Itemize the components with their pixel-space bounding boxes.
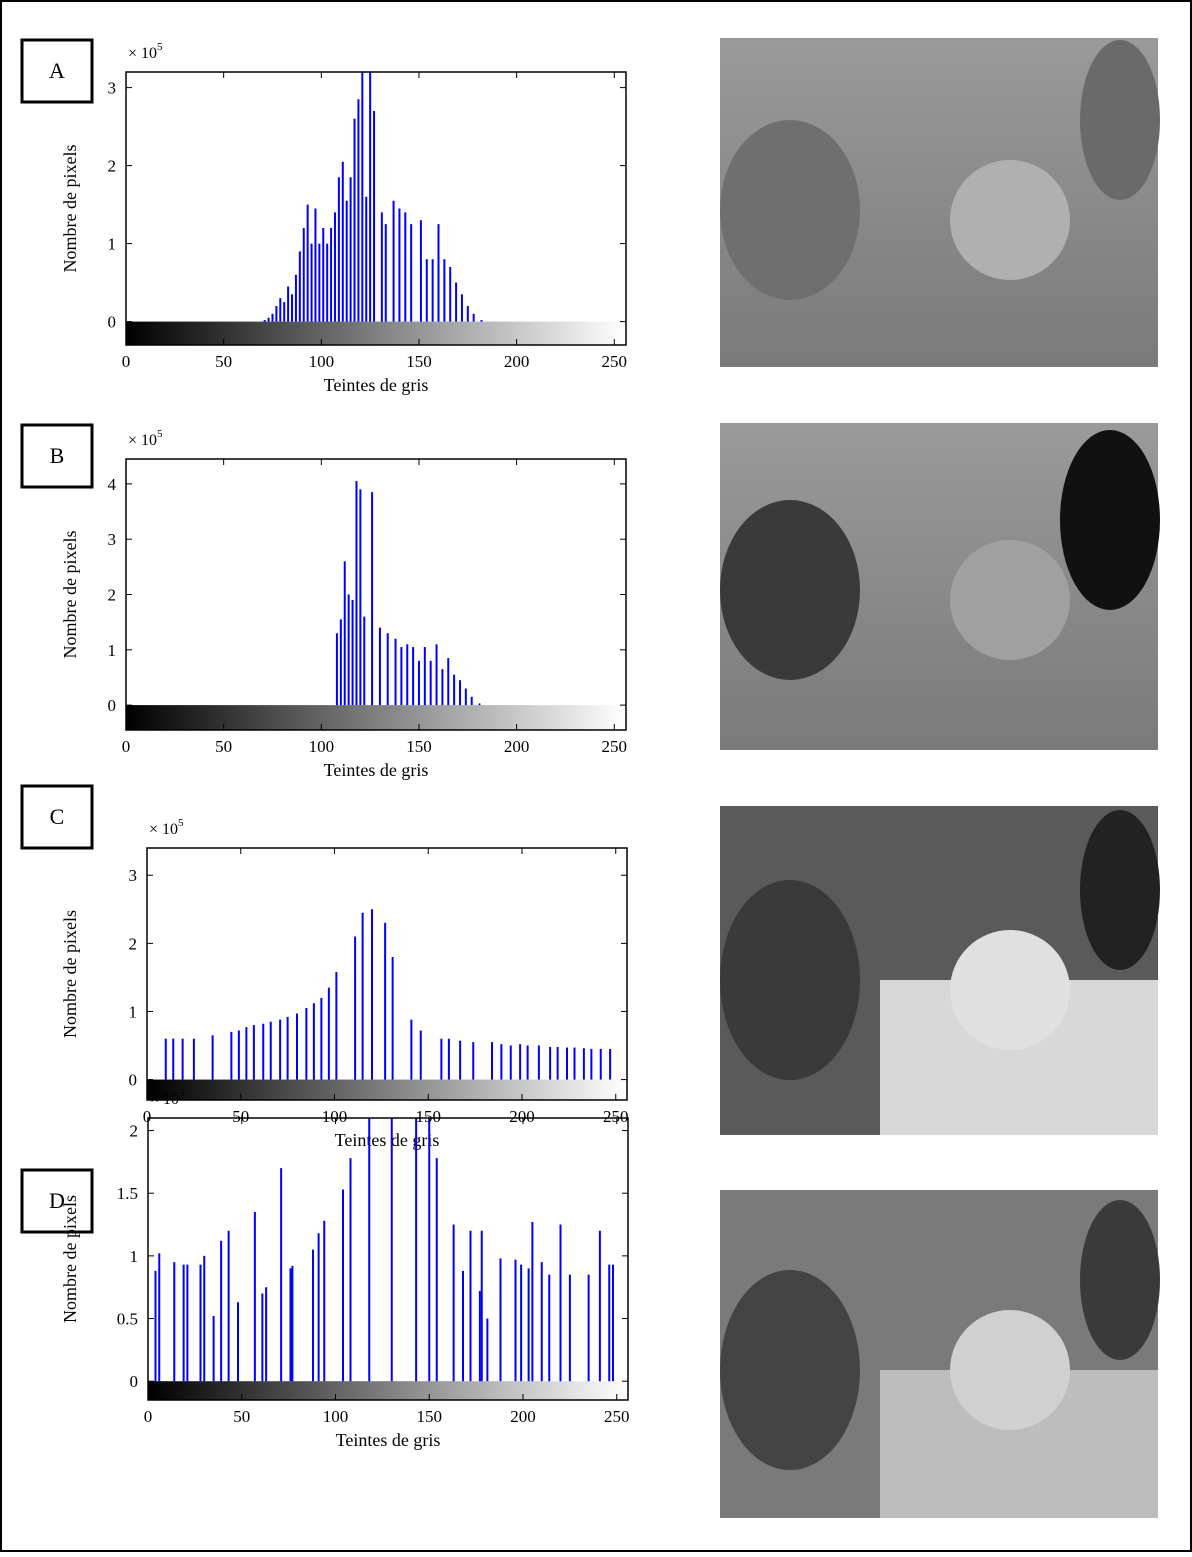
- axis-multiplier: × 105: [128, 428, 163, 449]
- x-tick-label: 150: [406, 352, 432, 371]
- y-tick-label: 1: [108, 235, 117, 254]
- y-tick-label: 2: [108, 586, 117, 605]
- x-tick-label: 250: [603, 1107, 629, 1126]
- x-axis-label: Teintes de gris: [324, 760, 429, 780]
- y-tick-label: 0.5: [117, 1310, 138, 1329]
- multiplier-exponent: 5: [179, 1087, 185, 1099]
- multiplier-base: × 10: [128, 432, 157, 449]
- x-tick-label: 0: [143, 1107, 152, 1126]
- y-axis-label: Nombre de pixels: [60, 910, 80, 1038]
- y-tick-label: 2: [130, 1122, 139, 1141]
- stems: [263, 72, 483, 322]
- y-tick-label: 3: [108, 79, 117, 98]
- x-tick-label: 200: [509, 1107, 535, 1126]
- panel-label: B: [50, 443, 65, 468]
- x-tick-label: 100: [323, 1407, 349, 1426]
- x-tick-label: 250: [602, 737, 628, 756]
- axis-multiplier: × 105: [149, 817, 184, 838]
- stems: [335, 481, 481, 706]
- y-tick-label: 1: [108, 641, 117, 660]
- photo: [720, 1190, 1160, 1518]
- photos: [720, 38, 1160, 1518]
- x-tick-label: 150: [406, 737, 432, 756]
- photo: [720, 806, 1160, 1135]
- multiplier-exponent: 5: [157, 428, 163, 440]
- colorbar: [148, 1381, 628, 1400]
- photo: [720, 423, 1160, 750]
- stems: [154, 1118, 614, 1382]
- y-tick-label: 1.5: [117, 1184, 138, 1203]
- x-tick-label: 0: [122, 352, 131, 371]
- y-tick-label: 0: [108, 313, 117, 332]
- x-tick-label: 0: [144, 1407, 153, 1426]
- panel-label: C: [50, 804, 65, 829]
- y-tick-label: 3: [129, 866, 138, 885]
- y-tick-label: 0: [130, 1372, 139, 1391]
- x-axis-label: Teintes de gris: [336, 1430, 441, 1450]
- multiplier-exponent: 5: [178, 817, 184, 829]
- axis-multiplier: × 105: [128, 41, 163, 62]
- y-tick-label: 4: [108, 475, 117, 494]
- colorbar: [126, 705, 626, 730]
- x-tick-label: 50: [233, 1407, 250, 1426]
- x-axis-label: Teintes de gris: [324, 375, 429, 395]
- axes-frame: [146, 847, 628, 1101]
- y-tick-label: 2: [129, 934, 138, 953]
- x-tick-label: 150: [416, 1107, 442, 1126]
- x-tick-label: 100: [322, 1107, 348, 1126]
- x-tick-label: 200: [504, 352, 530, 371]
- stems: [164, 909, 612, 1080]
- x-tick-label: 50: [232, 1107, 249, 1126]
- multiplier-base: × 10: [128, 45, 157, 62]
- y-tick-label: 0: [129, 1071, 138, 1090]
- x-tick-label: 250: [604, 1407, 630, 1426]
- x-tick-label: 50: [215, 737, 232, 756]
- x-tick-label: 200: [510, 1407, 536, 1426]
- axis-multiplier: × 105: [150, 1087, 185, 1108]
- axes-frame: [125, 71, 627, 346]
- colorbar: [147, 1079, 627, 1100]
- x-tick-label: 100: [309, 737, 335, 756]
- photo: [720, 38, 1160, 367]
- panel-label: A: [49, 58, 65, 83]
- x-tick-label: 150: [417, 1407, 443, 1426]
- x-tick-label: 100: [309, 352, 335, 371]
- panel-box: [20, 38, 94, 104]
- x-tick-label: 250: [602, 352, 628, 371]
- y-tick-label: 0: [108, 696, 117, 715]
- multiplier-base: × 10: [149, 821, 178, 838]
- axes-frame: [147, 1117, 629, 1401]
- y-axis-label: Nombre de pixels: [60, 531, 80, 659]
- x-tick-label: 200: [504, 737, 530, 756]
- panel-box: [20, 784, 94, 850]
- panel-label: D: [49, 1188, 65, 1213]
- multiplier-base: × 10: [150, 1091, 179, 1108]
- colorbar: [126, 321, 626, 345]
- x-tick-label: 50: [215, 352, 232, 371]
- panel-box: [20, 1168, 94, 1234]
- y-axis-label: Nombre de pixels: [60, 1195, 80, 1323]
- y-tick-label: 3: [108, 530, 117, 549]
- panel-box: [20, 423, 94, 489]
- y-tick-label: 2: [108, 157, 117, 176]
- x-tick-label: 0: [122, 737, 131, 756]
- x-axis-label: Teintes de gris: [335, 1130, 440, 1150]
- multiplier-exponent: 5: [157, 41, 163, 53]
- y-tick-label: 1: [129, 1002, 138, 1021]
- axes-frame: [125, 458, 627, 731]
- y-tick-label: 1: [130, 1247, 139, 1266]
- y-axis-label: Nombre de pixels: [60, 145, 80, 273]
